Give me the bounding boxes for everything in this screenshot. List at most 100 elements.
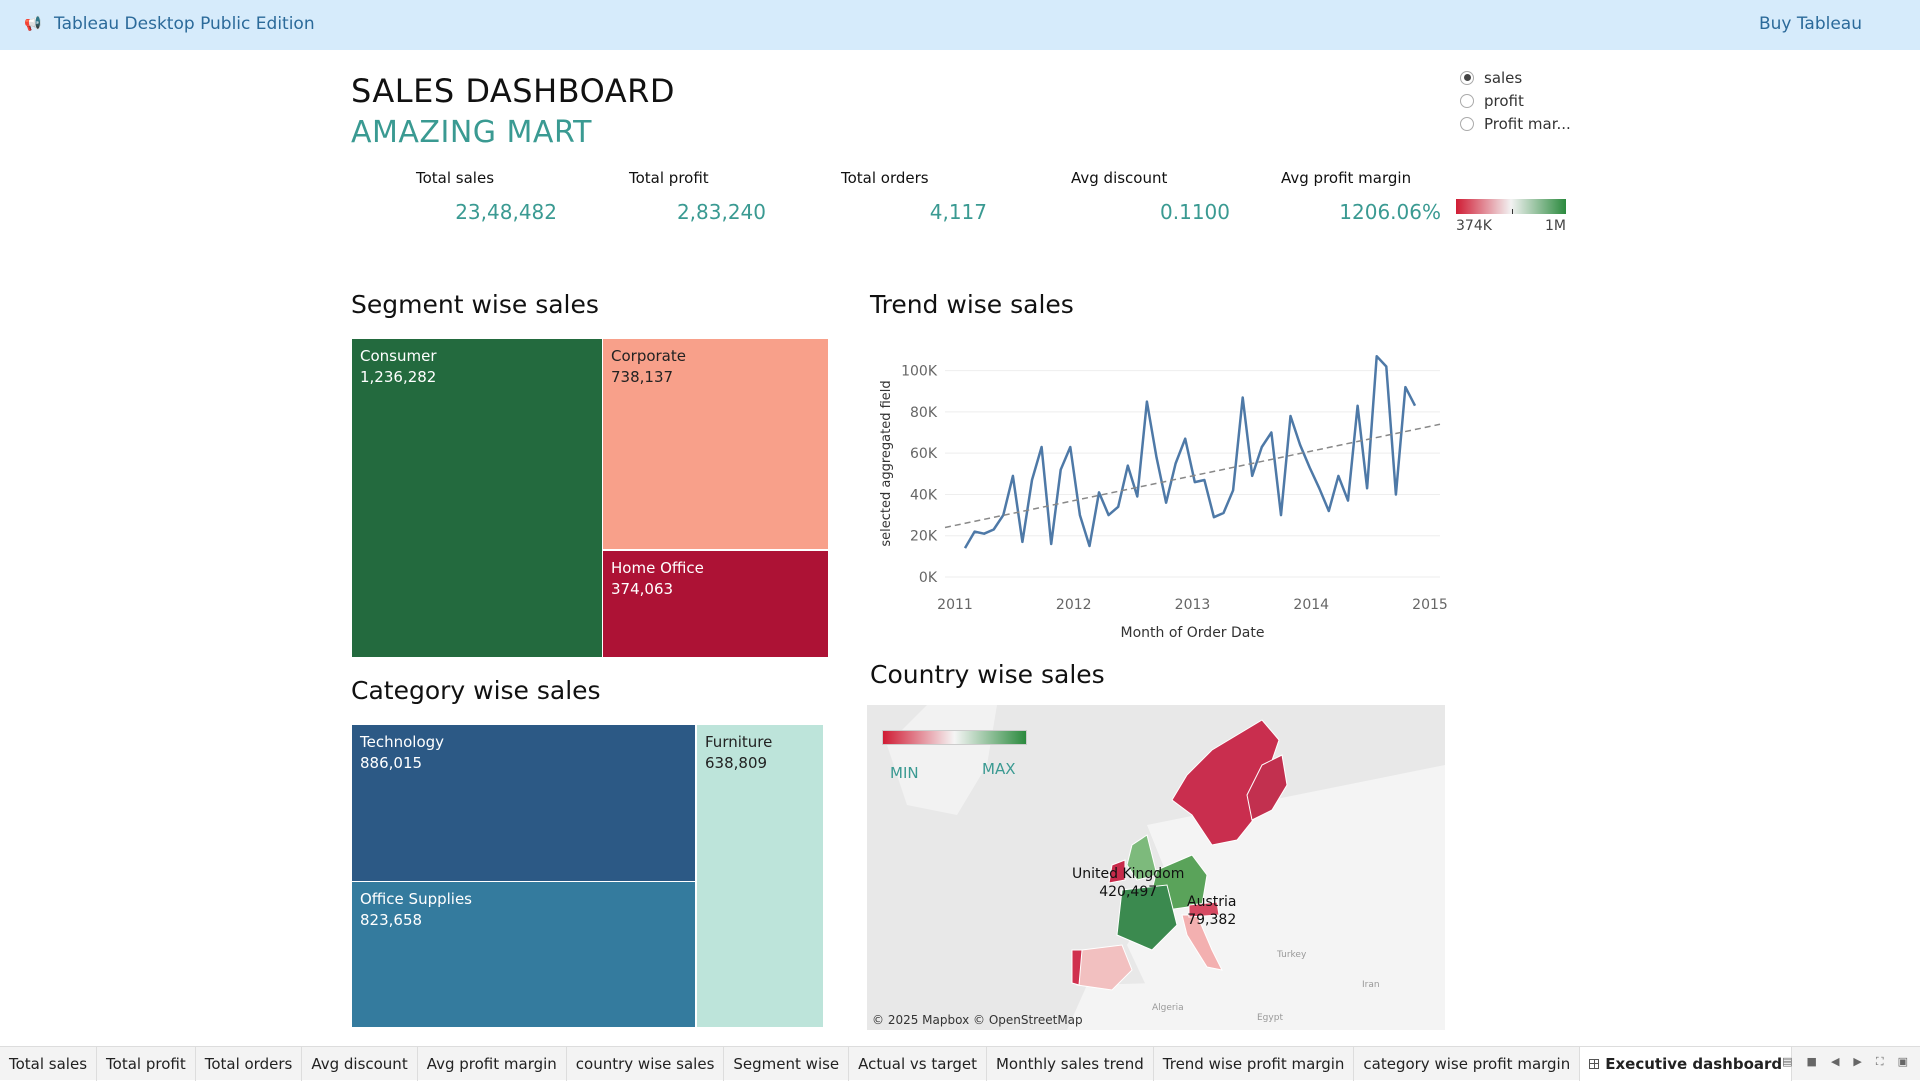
sheet-tab[interactable]: Trend wise profit margin [1154,1046,1355,1081]
basemap-label-iran: Iran [1362,980,1380,990]
megaphone-icon: 📢 [24,16,42,32]
x-tick-label: 2013 [1175,597,1211,613]
kpi-label-total-profit: Total profit [629,169,709,187]
sheet-tab-label: category wise profit margin [1363,1054,1571,1073]
france-shape [1116,884,1178,951]
x-tick-label: 2015 [1412,597,1448,613]
sheet-tab-label: Executive dashboard [1605,1054,1783,1073]
map-shapes [887,705,1445,1030]
sheet-tab[interactable]: Avg profit margin [418,1046,567,1081]
category-title: Category wise sales [351,676,601,705]
basemap-label-egypt: Egypt [1257,1013,1283,1023]
y-tick-label: 100K [901,364,938,380]
kpi-label-avg-discount: Avg discount [1071,169,1168,187]
portugal-shape [1071,949,1083,986]
legend-gradient [1456,199,1566,214]
kpi-value-total-sales: 23,48,482 [455,200,557,224]
legend-min: 374K [1456,218,1492,234]
tm-name: Home Office [611,559,704,577]
kpi-color-legend: 374K 1M [1456,199,1566,234]
kpi-value-avg-profit-margin: 1206.06% [1339,200,1441,224]
greenland-shape [887,705,997,815]
ireland-shape [1108,859,1126,884]
sheet-tab-label: Total orders [204,1054,293,1073]
sheet-tab-label: Avg profit margin [426,1054,557,1073]
sheet-tabs: Total sales Total profit Total orders Avg d… [0,1046,1920,1081]
y-axis-label: selected aggregated field [879,380,894,546]
x-tick-label: 2011 [937,597,973,613]
tm-name: Furniture [705,733,773,751]
radio-label: sales [1484,68,1523,87]
sheet-tab[interactable]: Avg discount [302,1046,418,1081]
tm-value: 1,236,282 [360,368,437,386]
dashboard-subtitle: AMAZING MART [351,115,592,150]
radio-dot [1460,70,1474,85]
sheet-tab[interactable]: Monthly sales trend [987,1046,1154,1081]
tab-controls: ▤ ■ ◀ ▶ ⛶ ▣ [1782,1055,1908,1069]
radio-label: Profit mar... [1484,114,1571,133]
basemap-label-turkey: Turkey [1277,950,1307,960]
map-label-uk: United Kingdom 420,497 [1072,865,1184,901]
x-axis-label: Month of Order Date [1121,625,1265,641]
sheet-tab-label: Avg discount [311,1054,408,1073]
tm-name: Corporate [611,347,686,365]
radio-profit[interactable]: profit [1460,89,1571,112]
show-filmstrip-icon[interactable]: ▤ [1782,1055,1793,1068]
country-value: 79,382 [1187,912,1237,928]
category-technology[interactable]: Technology 886,015 [352,725,695,881]
kpi-value-total-profit: 2,83,240 [676,200,766,224]
y-tick-label: 40K [910,487,938,503]
tm-value: 886,015 [360,754,423,772]
category-office-supplies[interactable]: Office Supplies 823,658 [352,882,695,1027]
kpi-value-total-orders: 4,117 [929,200,987,224]
sheet-tab-label: Monthly sales trend [995,1054,1144,1073]
measure-selector: sales profit Profit mar... [1460,66,1571,135]
sheet-tab[interactable]: Total profit [97,1046,196,1081]
category-furniture[interactable]: Furniture 638,809 [697,725,823,1027]
legend-max: 1M [1545,218,1566,234]
legend-min: MIN [890,764,919,782]
radio-sales[interactable]: sales [1460,66,1571,89]
trend-line-chart[interactable]: 0K 20K 40K 60K 80K 100K 2011 2012 2013 2014 2015 Mo… [860,330,1460,650]
sheet-tab[interactable]: Segment wise [724,1046,850,1081]
tm-name: Office Supplies [360,890,473,908]
edition-label: Tableau Desktop Public Edition [54,14,315,34]
legend-gradient [882,730,1027,745]
sheet-tab[interactable]: Executive dashboard [1580,1046,1793,1081]
trend-line [944,423,1441,529]
y-tick-label: 0K [919,570,938,586]
kpi-label-avg-profit-margin: Avg profit margin [1281,169,1412,187]
segment-corporate[interactable]: Corporate 738,137 [603,339,828,549]
sheet-tab[interactable]: Total sales [0,1046,98,1081]
sheet-tab[interactable]: category wise profit margin [1354,1046,1581,1081]
sheet-tab[interactable]: country wise sales [567,1046,725,1081]
map-color-legend: MIN MAX [882,730,1027,782]
segment-home-office[interactable]: Home Office 374,063 [603,551,828,657]
basemap-label-algeria: Algeria [1152,1003,1184,1013]
tm-name: Consumer [360,347,437,365]
map-credit: © 2025 Mapbox © OpenStreetMap [872,1013,1083,1027]
sheet-tab-label: country wise sales [575,1054,715,1073]
radio-label: profit [1484,91,1524,110]
country-map[interactable]: MIN MAX United Kingdom 420,497 Austria 7… [867,705,1445,1030]
y-tick-label: 80K [910,405,938,421]
x-tick-label: 2014 [1293,597,1329,613]
sheet-tab-label: Actual vs target [858,1054,977,1073]
fullscreen-icon[interactable]: ⛶ [1875,1055,1884,1068]
segment-consumer[interactable]: Consumer 1,236,282 [352,339,602,657]
spain-shape [1076,944,1133,991]
sheet-tab[interactable]: Actual vs target [849,1046,987,1081]
tm-value: 738,137 [611,368,674,386]
show-tabs-icon[interactable]: ■ [1806,1055,1817,1068]
prev-sheet-icon[interactable]: ◀ [1830,1055,1840,1068]
next-sheet-icon[interactable]: ▶ [1853,1055,1862,1068]
buy-tableau-link[interactable]: Buy Tableau [1758,14,1862,34]
radio-profit-margin[interactable]: Profit mar... [1460,112,1571,135]
y-tick-label: 20K [910,529,938,545]
austria-shape [1188,901,1220,918]
map-label-austria: Austria 79,382 [1187,893,1236,929]
sheet-tab[interactable]: Total orders [196,1046,303,1081]
x-tick-label: 2012 [1056,597,1092,613]
africa-landmass [1067,975,1445,1030]
presentation-icon[interactable]: ▣ [1897,1055,1908,1068]
